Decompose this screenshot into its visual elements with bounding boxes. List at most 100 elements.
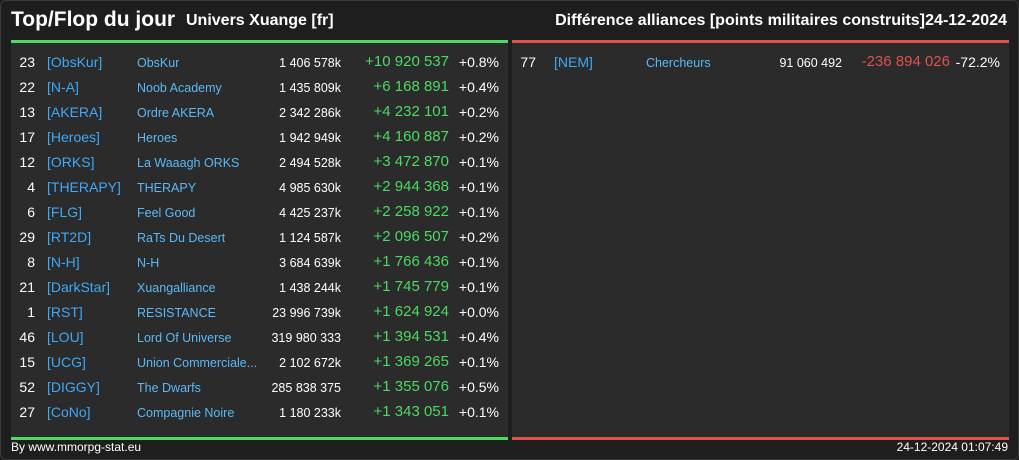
ranking-subtitle: Différence alliances [points militaires … bbox=[555, 12, 925, 29]
alliance-rank: 12 bbox=[19, 154, 35, 170]
alliance-row: 46 [LOU] Lord Of Universe 319 980 333 +1 394… bbox=[11, 325, 508, 350]
alliance-rank: 29 bbox=[19, 229, 35, 245]
server-name: Univers Xuange [fr] bbox=[186, 12, 334, 29]
alliance-tag-link[interactable]: [N-H] bbox=[47, 254, 80, 270]
percent-change: +0.4% bbox=[458, 79, 499, 95]
alliance-points: 1 124 587k bbox=[279, 231, 341, 245]
alliance-name-link[interactable]: THERAPY bbox=[137, 181, 197, 195]
percent-change: +0.1% bbox=[458, 354, 499, 370]
alliance-rank: 77 bbox=[520, 54, 536, 70]
alliance-points: 23 996 739k bbox=[272, 306, 341, 320]
alliance-tag-link[interactable]: [NEM] bbox=[554, 54, 593, 70]
alliance-name-link[interactable]: Lord Of Universe bbox=[137, 331, 232, 345]
alliance-rank: 13 bbox=[19, 104, 35, 120]
alliance-tag-link[interactable]: [RST] bbox=[47, 304, 83, 320]
alliance-tag-link[interactable]: [DIGGY] bbox=[47, 379, 100, 395]
points-difference: +1 766 436 bbox=[373, 253, 450, 270]
points-difference: +1 369 265 bbox=[373, 353, 450, 370]
alliance-rank: 23 bbox=[19, 54, 35, 70]
alliance-row: 22 [N-A] Noob Academy 1 435 809k +6 168 891 +… bbox=[11, 75, 508, 100]
alliance-rank: 27 bbox=[19, 404, 35, 420]
alliance-points: 2 102 672k bbox=[279, 356, 341, 370]
alliance-points: 4 985 630k bbox=[279, 181, 341, 195]
alliance-row: 8 [N-H] N-H 3 684 639k +1 766 436 +0.1% bbox=[11, 250, 508, 275]
alliance-tag-link[interactable]: [N-A] bbox=[47, 79, 79, 95]
alliance-row: 13 [AKERA] Ordre AKERA 2 342 286k +4 232 101… bbox=[11, 100, 508, 125]
alliance-name-link[interactable]: La Waaagh ORKS bbox=[137, 156, 240, 170]
alliance-tag-link[interactable]: [CoNo] bbox=[47, 404, 91, 420]
alliance-name-link[interactable]: Ordre AKERA bbox=[137, 106, 215, 120]
percent-change: +0.1% bbox=[458, 204, 499, 220]
alliance-row: 15 [UCG] Union Commerciale... 2 102 672k +1 … bbox=[11, 350, 508, 375]
percent-change: +0.1% bbox=[458, 279, 499, 295]
percent-change: +0.5% bbox=[458, 379, 499, 395]
alliance-tag-link[interactable]: [ORKS] bbox=[47, 154, 95, 170]
top-panel: 23 [ObsKur] ObsKur 1 406 578k +10 920 537 +0.… bbox=[11, 40, 508, 440]
alliance-row: 21 [DarkStar] Xuangalliance 1 438 244k +1 74… bbox=[11, 275, 508, 300]
percent-change: +0.2% bbox=[458, 129, 499, 145]
alliance-name-link[interactable]: Feel Good bbox=[137, 206, 196, 220]
alliance-name-link[interactable]: Xuangalliance bbox=[137, 281, 216, 295]
points-difference: +1 394 531 bbox=[373, 328, 450, 345]
alliance-tag-link[interactable]: [UCG] bbox=[47, 354, 86, 370]
alliance-tag-link[interactable]: [FLG] bbox=[47, 204, 83, 220]
source-credit[interactable]: By www.mmorpg-stat.eu bbox=[11, 440, 142, 454]
alliance-row: 77 [NEM] Chercheurs 91 060 492 -236 894 026-… bbox=[512, 50, 1009, 75]
alliance-tag-link[interactable]: [RT2D] bbox=[47, 229, 92, 245]
alliance-row: 17 [Heroes] Heroes 1 942 949k +4 160 887 +0.2… bbox=[11, 125, 508, 150]
alliance-tag-link[interactable]: [LOU] bbox=[47, 329, 84, 345]
alliance-rank: 15 bbox=[19, 354, 35, 370]
alliance-name-link[interactable]: N-H bbox=[137, 256, 160, 270]
alliance-row: 4 [THERAPY] THERAPY 4 985 630k +2 944 368 +0.… bbox=[11, 175, 508, 200]
alliance-tag-link[interactable]: [ObsKur] bbox=[47, 54, 103, 70]
points-difference: -236 894 026 bbox=[861, 53, 950, 70]
page-title: Top/Flop du jour bbox=[11, 8, 176, 31]
percent-change: +0.1% bbox=[458, 179, 499, 195]
alliance-points: 2 342 286k bbox=[279, 106, 341, 120]
alliance-points: 1 406 578k bbox=[279, 56, 341, 70]
alliance-points: 1 180 233k bbox=[279, 406, 341, 420]
alliance-points: 2 494 528k bbox=[279, 156, 341, 170]
points-difference: +6 168 891 bbox=[373, 78, 450, 95]
percent-change: -72.2% bbox=[955, 54, 1000, 70]
alliance-name-link[interactable]: ObsKur bbox=[137, 56, 180, 70]
alliance-points: 3 684 639k bbox=[279, 256, 341, 270]
flop-panel: 77 [NEM] Chercheurs 91 060 492 -236 894 026-… bbox=[512, 40, 1009, 440]
alliance-name-link[interactable]: Noob Academy bbox=[137, 81, 222, 95]
alliance-rank: 4 bbox=[27, 179, 35, 195]
points-difference: +1 355 076 bbox=[373, 378, 450, 395]
alliance-name-link[interactable]: Compagnie Noire bbox=[137, 406, 235, 420]
percent-change: +0.1% bbox=[458, 154, 499, 170]
alliance-name-link[interactable]: Union Commerciale... bbox=[137, 356, 258, 370]
alliance-name-link[interactable]: RaTs Du Desert bbox=[137, 231, 226, 245]
alliance-tag-link[interactable]: [DarkStar] bbox=[47, 279, 111, 295]
percent-change: +0.8% bbox=[458, 54, 499, 70]
alliance-points: 285 838 375 bbox=[271, 381, 341, 395]
percent-change: +0.2% bbox=[458, 104, 499, 120]
points-difference: +4 232 101 bbox=[373, 103, 450, 120]
alliance-row: 27 [CoNo] Compagnie Noire 1 180 233k +1 343 … bbox=[11, 400, 508, 425]
alliance-row: 52 [DIGGY] The Dwarfs 285 838 375 +1 355 076… bbox=[11, 375, 508, 400]
header-date: 24-12-2024 bbox=[925, 12, 1007, 29]
alliance-tag-link[interactable]: [Heroes] bbox=[47, 129, 100, 145]
points-difference: +1 624 924 bbox=[373, 303, 450, 320]
alliance-points: 1 438 244k bbox=[279, 281, 341, 295]
alliance-points: 91 060 492 bbox=[779, 56, 842, 70]
points-difference: +3 472 870 bbox=[373, 153, 450, 170]
alliance-name-link[interactable]: Chercheurs bbox=[646, 56, 711, 70]
points-difference: +1 343 051 bbox=[373, 403, 450, 420]
alliance-name-link[interactable]: RESISTANCE bbox=[137, 306, 216, 320]
percent-change: +0.4% bbox=[458, 329, 499, 345]
footer-timestamp: 24-12-2024 01:07:49 bbox=[896, 440, 1008, 454]
points-difference: +1 745 779 bbox=[373, 278, 450, 295]
alliance-tag-link[interactable]: [THERAPY] bbox=[47, 179, 121, 195]
points-difference: +2 258 922 bbox=[373, 203, 450, 220]
alliance-row: 29 [RT2D] RaTs Du Desert 1 124 587k +2 096 5… bbox=[11, 225, 508, 250]
percent-change: +0.1% bbox=[458, 404, 499, 420]
alliance-points: 4 425 237k bbox=[279, 206, 341, 220]
alliance-points: 319 980 333 bbox=[271, 331, 341, 345]
alliance-name-link[interactable]: Heroes bbox=[137, 131, 178, 145]
alliance-row: 1 [RST] RESISTANCE 23 996 739k +1 624 924 +0.… bbox=[11, 300, 508, 325]
alliance-tag-link[interactable]: [AKERA] bbox=[47, 104, 103, 120]
alliance-name-link[interactable]: The Dwarfs bbox=[137, 381, 201, 395]
